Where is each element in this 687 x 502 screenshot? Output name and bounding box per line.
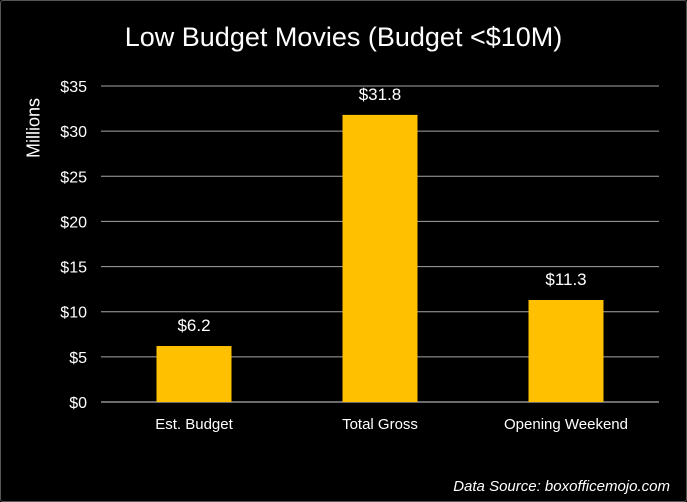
y-tick-label: $25	[60, 169, 87, 186]
y-tick-label: $30	[60, 124, 87, 141]
data-label: $31.8	[359, 85, 402, 104]
bar	[342, 114, 418, 403]
y-tick-label: $10	[60, 305, 87, 322]
x-tick-label: Opening Weekend	[504, 416, 628, 433]
x-tick-label: Total Gross	[342, 416, 418, 433]
data-label: $11.3	[545, 270, 586, 289]
x-tick-label: Est. Budget	[155, 416, 233, 433]
y-tick-label: $35	[60, 79, 87, 96]
y-tick-label: $0	[69, 395, 87, 412]
chart-title: Low Budget Movies (Budget <$10M)	[124, 22, 563, 52]
bar	[528, 299, 604, 402]
data-label: $6.2	[177, 316, 210, 335]
bar	[156, 346, 232, 402]
y-tick-label: $5	[69, 350, 87, 367]
y-tick-label: $15	[60, 260, 87, 277]
y-tick-label: $20	[60, 214, 87, 231]
data-source-annotation: Data Source: boxofficemojo.com	[453, 478, 670, 495]
